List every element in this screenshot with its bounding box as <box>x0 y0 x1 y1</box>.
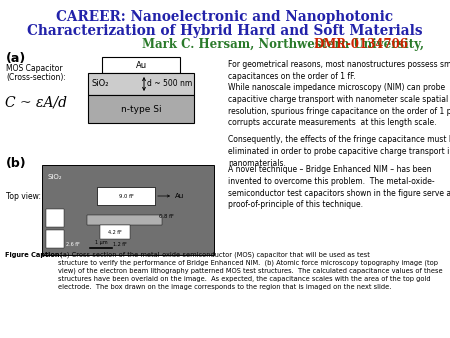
Text: Top view:: Top view: <box>6 192 41 201</box>
Text: 4.2 fF: 4.2 fF <box>108 230 122 235</box>
Text: Consequently, the effects of the fringe capacitance must be
eliminated in order : Consequently, the effects of the fringe … <box>228 135 450 168</box>
Text: CAREER: Nanoelectronic and Nanophotonic: CAREER: Nanoelectronic and Nanophotonic <box>56 10 394 24</box>
Text: While nanoscale impedance microscopy (NIM) can probe
capacitive charge transport: While nanoscale impedance microscopy (NI… <box>228 83 450 127</box>
Text: (a) Cross-section of the metal-oxide-semiconductor (MOS) capacitor that will be : (a) Cross-section of the metal-oxide-sem… <box>58 252 443 290</box>
Text: 1 μm: 1 μm <box>94 240 107 245</box>
Text: A novel technique – Bridge Enhanced NIM – has been
invented to overcome this pro: A novel technique – Bridge Enhanced NIM … <box>228 165 450 210</box>
Text: SiO₂: SiO₂ <box>47 174 62 180</box>
FancyBboxPatch shape <box>88 73 194 95</box>
Text: 2.6 fF: 2.6 fF <box>66 242 80 247</box>
Text: C ~ εA/d: C ~ εA/d <box>5 95 67 109</box>
Text: (a): (a) <box>6 52 26 65</box>
FancyBboxPatch shape <box>100 225 130 239</box>
Text: (b): (b) <box>6 157 27 170</box>
Text: For geometrical reasons, most nanostructures possess small
capacitances on the o: For geometrical reasons, most nanostruct… <box>228 60 450 81</box>
Text: DMR-0134706: DMR-0134706 <box>313 38 408 51</box>
Text: 6.8 fF: 6.8 fF <box>159 215 174 219</box>
Text: Mark C. Hersam, Northwestern University,: Mark C. Hersam, Northwestern University, <box>142 38 428 51</box>
Text: MOS Capacitor: MOS Capacitor <box>6 64 63 73</box>
FancyBboxPatch shape <box>102 57 180 73</box>
FancyBboxPatch shape <box>87 215 162 225</box>
Text: Figure Caption:: Figure Caption: <box>5 252 62 258</box>
Text: Au: Au <box>175 193 184 199</box>
Text: Characterization of Hybrid Hard and Soft Materials: Characterization of Hybrid Hard and Soft… <box>27 24 423 38</box>
Text: 9.0 fF: 9.0 fF <box>118 193 134 198</box>
Text: n-type Si: n-type Si <box>121 104 161 114</box>
FancyBboxPatch shape <box>88 95 194 123</box>
FancyBboxPatch shape <box>97 187 155 205</box>
Text: d ~ 500 nm: d ~ 500 nm <box>147 79 192 89</box>
FancyBboxPatch shape <box>42 165 214 255</box>
Text: 1.2 fF: 1.2 fF <box>113 242 127 247</box>
Text: (Cross-section):: (Cross-section): <box>6 73 66 82</box>
FancyBboxPatch shape <box>46 230 64 248</box>
Text: SiO₂: SiO₂ <box>92 79 109 88</box>
FancyBboxPatch shape <box>46 209 64 227</box>
Text: Au: Au <box>135 61 147 70</box>
